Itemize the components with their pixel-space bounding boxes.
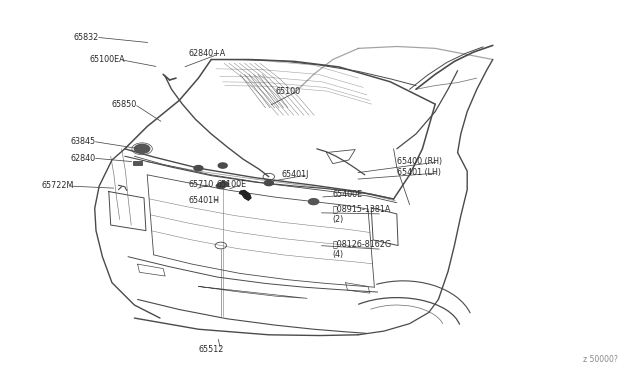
- Text: 65100: 65100: [275, 87, 300, 96]
- Text: Ⓠ08915-1381A
(2): Ⓠ08915-1381A (2): [333, 204, 391, 224]
- Text: 65400 (RH): 65400 (RH): [397, 157, 442, 166]
- Text: 65100E: 65100E: [216, 180, 246, 189]
- Circle shape: [194, 166, 203, 171]
- Circle shape: [218, 163, 227, 168]
- Text: 63845: 63845: [70, 137, 95, 146]
- Circle shape: [308, 199, 319, 205]
- Text: 65850: 65850: [112, 100, 137, 109]
- Circle shape: [264, 180, 273, 186]
- Text: 65832: 65832: [74, 33, 99, 42]
- Text: z 50000?: z 50000?: [583, 355, 618, 364]
- Text: 65100EA: 65100EA: [90, 55, 125, 64]
- Text: ⒲08126-8162G
(4): ⒲08126-8162G (4): [333, 240, 392, 259]
- Text: 65710: 65710: [189, 180, 214, 189]
- Text: 65401 (LH): 65401 (LH): [397, 169, 441, 177]
- Text: 62840: 62840: [70, 154, 95, 163]
- Circle shape: [134, 144, 150, 153]
- Text: 65512: 65512: [198, 345, 224, 354]
- Circle shape: [216, 183, 225, 189]
- Text: 65722M: 65722M: [42, 182, 74, 190]
- Circle shape: [220, 182, 228, 187]
- Text: 65400E: 65400E: [333, 190, 363, 199]
- Polygon shape: [239, 190, 251, 200]
- Bar: [133, 161, 142, 165]
- Text: 62840+A: 62840+A: [189, 49, 226, 58]
- Text: 65401J: 65401J: [282, 170, 309, 179]
- Text: 65401H: 65401H: [189, 196, 220, 205]
